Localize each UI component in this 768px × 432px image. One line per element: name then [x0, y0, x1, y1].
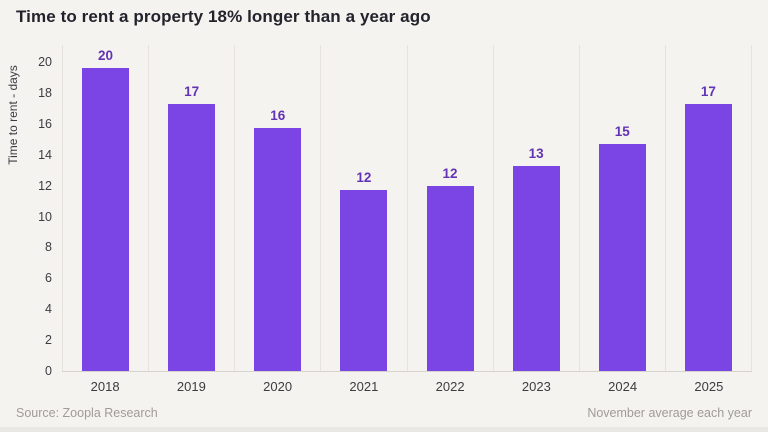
period-note: November average each year [587, 406, 752, 420]
bar-value-label: 16 [270, 108, 286, 124]
chart-title: Time to rent a property 18% longer than … [16, 7, 431, 26]
bar [254, 128, 302, 371]
y-tick-label: 12 [38, 178, 52, 193]
bar [168, 103, 216, 371]
bar [684, 103, 732, 371]
y-tick-label: 2 [45, 333, 52, 348]
x-axis-line [62, 371, 752, 372]
x-category-label: 2025 [694, 379, 724, 394]
bar [82, 68, 130, 371]
source-note: Source: Zoopla Research [16, 406, 158, 420]
x-category-label: 2023 [521, 379, 551, 394]
x-category-label: 2021 [349, 379, 379, 394]
x-axis-category-labels: 2018 2019 2020 2021 2022 2023 2024 2025 [62, 379, 752, 399]
bar [340, 190, 388, 371]
bar-group: 17 [666, 45, 752, 371]
y-tick-label: 10 [38, 209, 52, 224]
bar-value-label: 12 [356, 170, 372, 186]
bar-value-label: 17 [184, 83, 200, 99]
bar-value-label: 12 [442, 165, 458, 181]
bar-group: 12 [321, 45, 408, 371]
y-tick-label: 18 [38, 85, 52, 100]
x-category-label: 2019 [176, 379, 206, 394]
bar-group: 13 [494, 45, 580, 371]
bar-group: 15 [580, 45, 666, 371]
y-tick-label: 0 [45, 364, 52, 378]
y-axis-tick-labels: 0 2 4 6 8 10 12 14 16 18 20 [12, 45, 52, 378]
bottom-strip [0, 427, 768, 432]
y-tick-label: 6 [45, 271, 52, 286]
bar-value-label: 15 [614, 123, 630, 139]
x-category-label: 2024 [608, 379, 638, 394]
bar-group: 17 [149, 45, 236, 371]
y-tick-label: 8 [45, 240, 52, 255]
bar-value-label: 17 [700, 83, 716, 99]
y-tick-label: 16 [38, 116, 52, 131]
bar [426, 185, 474, 371]
bar [598, 143, 646, 371]
bar-group: 20 [63, 45, 150, 371]
x-category-label: 2018 [90, 379, 120, 394]
bar-group: 12 [408, 45, 494, 371]
x-category-label: 2022 [435, 379, 465, 394]
bar [512, 165, 560, 371]
plot-area: 20 17 16 12 12 13 15 17 [62, 45, 752, 371]
y-tick-label: 14 [38, 147, 52, 162]
x-category-label: 2020 [263, 379, 293, 394]
y-tick-label: 20 [38, 55, 52, 69]
bar-group: 16 [235, 45, 322, 371]
y-tick-label: 4 [45, 302, 52, 317]
bar-value-label: 20 [98, 48, 114, 64]
bar-value-label: 13 [528, 145, 544, 161]
